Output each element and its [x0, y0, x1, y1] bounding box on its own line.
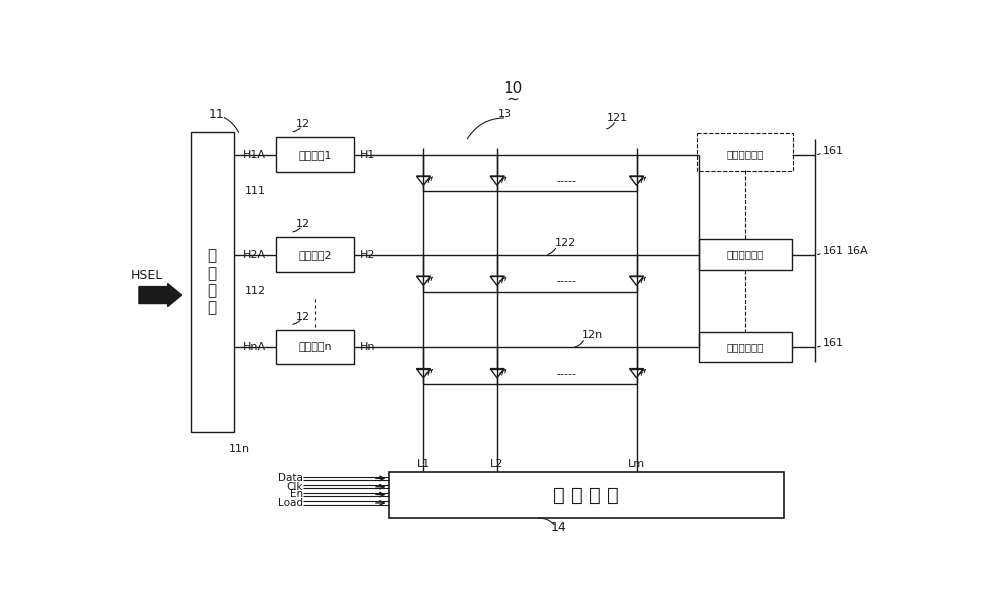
- Bar: [191, 132, 234, 432]
- Text: 11: 11: [209, 108, 224, 121]
- Text: H1A: H1A: [243, 150, 266, 160]
- Bar: [276, 329, 354, 364]
- Bar: [698, 239, 792, 270]
- FancyArrow shape: [139, 283, 182, 307]
- Text: Load: Load: [278, 498, 303, 508]
- Text: HSEL: HSEL: [131, 269, 163, 282]
- Bar: [697, 133, 793, 172]
- Text: HnA: HnA: [243, 342, 266, 352]
- Text: 第一放电电路: 第一放电电路: [726, 249, 764, 260]
- Text: L2: L2: [490, 459, 504, 469]
- Text: Hn: Hn: [360, 342, 375, 352]
- Bar: [698, 332, 792, 362]
- Text: H1: H1: [360, 150, 375, 160]
- Text: 161: 161: [822, 146, 844, 155]
- Bar: [388, 472, 784, 518]
- Text: Clk: Clk: [287, 482, 303, 492]
- Text: 第一放电电路: 第一放电电路: [726, 342, 764, 352]
- Text: 121: 121: [607, 113, 628, 123]
- Text: 11n: 11n: [228, 444, 249, 454]
- Text: 12: 12: [296, 312, 310, 322]
- Text: 12: 12: [296, 119, 310, 129]
- Text: Lm: Lm: [628, 459, 645, 469]
- Text: -----: -----: [557, 277, 577, 286]
- Text: 112: 112: [245, 286, 266, 296]
- Text: 列 驱 动 器: 列 驱 动 器: [553, 486, 619, 505]
- Text: 161: 161: [822, 338, 844, 348]
- Text: 行
译
码
器: 行 译 码 器: [208, 248, 217, 316]
- Text: 行驱动刨2: 行驱动刨2: [298, 249, 332, 260]
- Text: ~: ~: [506, 92, 519, 107]
- Text: -----: -----: [557, 369, 577, 379]
- Text: H2: H2: [360, 249, 375, 260]
- Text: L1: L1: [417, 459, 430, 469]
- Text: 111: 111: [245, 186, 266, 196]
- Bar: [276, 137, 354, 172]
- Text: -----: -----: [557, 176, 577, 187]
- Text: 161: 161: [822, 246, 844, 256]
- Bar: [698, 139, 792, 170]
- Text: 12n: 12n: [582, 330, 604, 340]
- Text: 122: 122: [555, 237, 576, 248]
- Text: 行驱动刨n: 行驱动刨n: [298, 342, 332, 352]
- Text: H2A: H2A: [243, 249, 266, 260]
- Text: 16A: 16A: [847, 246, 869, 256]
- Text: En: En: [290, 490, 303, 499]
- Text: 10: 10: [503, 81, 522, 96]
- Text: 14: 14: [551, 521, 567, 534]
- Bar: [276, 237, 354, 272]
- Text: Data: Data: [278, 474, 303, 483]
- Text: 第一放电电路: 第一放电电路: [726, 150, 764, 160]
- Text: 12: 12: [296, 219, 310, 229]
- Text: 13: 13: [498, 109, 512, 119]
- Text: 行驱动刨1: 行驱动刨1: [298, 150, 332, 160]
